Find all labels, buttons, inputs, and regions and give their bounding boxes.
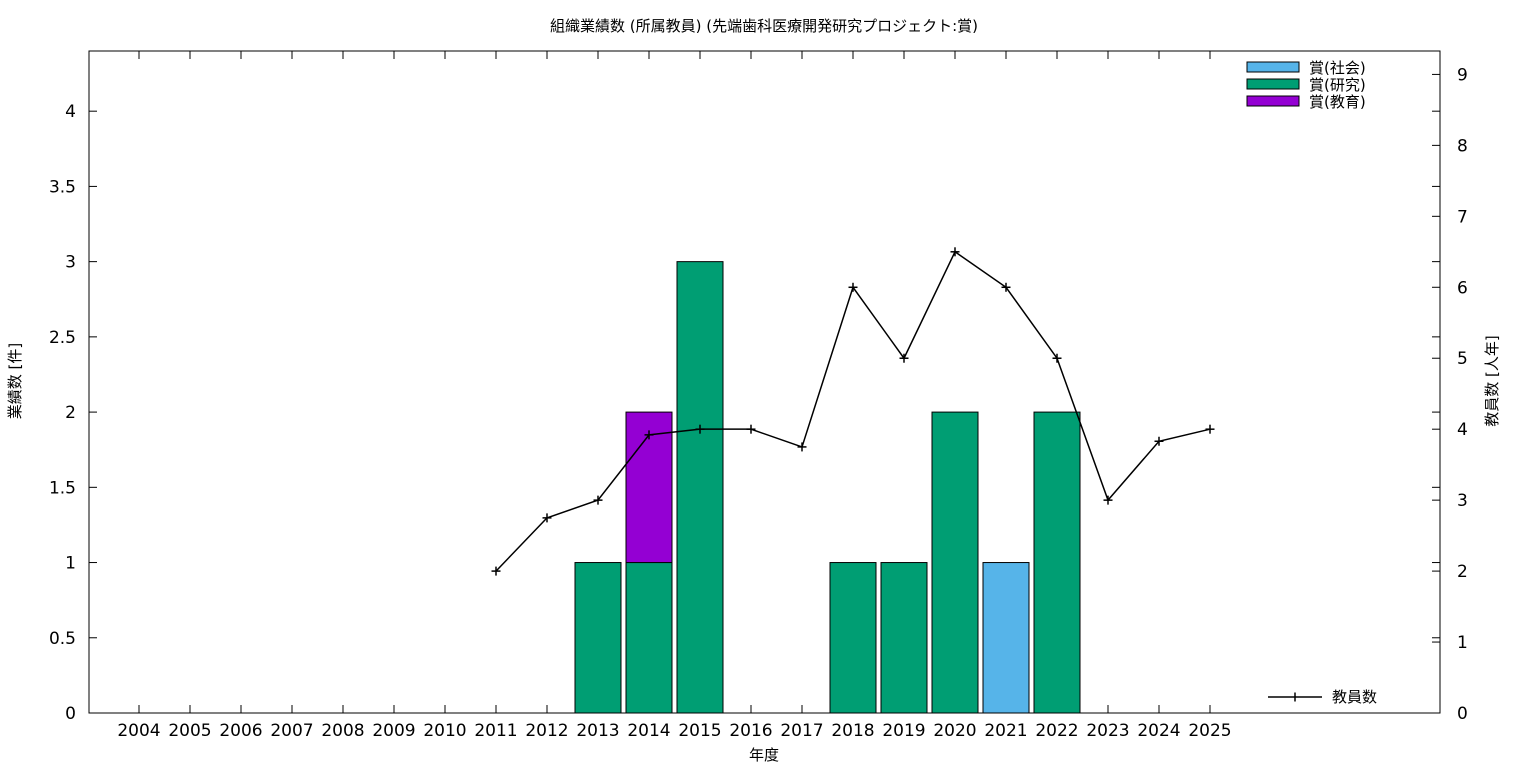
legend-swatch xyxy=(1246,95,1300,107)
legend-swatch xyxy=(1246,78,1300,90)
y-tick-label: 3 xyxy=(65,253,76,273)
legend-label: 賞(研究) xyxy=(1309,76,1366,94)
y2-tick-label: 2 xyxy=(1457,562,1468,582)
y2-tick-label: 6 xyxy=(1457,278,1468,298)
y2-tick-label: 9 xyxy=(1457,65,1468,85)
x-tick-label: 2016 xyxy=(729,721,772,741)
x-tick-label: 2019 xyxy=(882,721,925,741)
line-point xyxy=(1205,424,1215,434)
y-axis-label: 業績数 [件] xyxy=(6,343,24,419)
line-point xyxy=(950,247,960,257)
y-tick-label: 1.5 xyxy=(49,478,76,498)
x-tick-label: 2014 xyxy=(627,721,670,741)
y2-tick-label: 5 xyxy=(1457,349,1468,369)
y-tick-label: 1 xyxy=(65,554,76,574)
legend-line-label: 教員数 xyxy=(1332,688,1377,706)
legend-label: 賞(教育) xyxy=(1309,93,1366,111)
plot-frame xyxy=(88,50,1441,714)
line-point xyxy=(1052,353,1062,363)
bar-segment xyxy=(982,562,1030,714)
line-point xyxy=(848,282,858,292)
legend-label: 賞(社会) xyxy=(1309,59,1366,77)
x-tick-label: 2011 xyxy=(474,721,517,741)
bar-segment xyxy=(880,562,928,714)
x-tick-label: 2022 xyxy=(1035,721,1078,741)
line-point xyxy=(1001,282,1011,292)
x-tick-label: 2008 xyxy=(321,721,364,741)
bar-segment xyxy=(1033,411,1081,714)
line-point xyxy=(542,513,552,523)
x-tick-label: 2020 xyxy=(933,721,976,741)
line-point xyxy=(1103,495,1113,505)
x-tick-label: 2006 xyxy=(219,721,262,741)
bar-segment xyxy=(625,562,673,714)
x-tick-label: 2024 xyxy=(1137,721,1180,741)
y-tick-label: 2 xyxy=(65,403,76,423)
y-tick-label: 0.5 xyxy=(49,629,76,649)
bar-segment xyxy=(574,562,622,714)
x-tick-label: 2009 xyxy=(372,721,415,741)
x-tick-label: 2015 xyxy=(678,721,721,741)
bar-segment xyxy=(676,261,724,714)
chart-title: 組織業績数 (所属教員) (先端歯科医療開発研究プロジェクト:賞) xyxy=(550,17,978,35)
line-point xyxy=(593,495,603,505)
y2-tick-label: 8 xyxy=(1457,136,1468,156)
line-point xyxy=(695,424,705,434)
y2-tick-label: 7 xyxy=(1457,207,1468,227)
line-point xyxy=(797,442,807,452)
line-point xyxy=(1154,436,1164,446)
x-tick-label: 2005 xyxy=(168,721,211,741)
y2-tick-label: 0 xyxy=(1457,704,1468,724)
x-tick-label: 2023 xyxy=(1086,721,1129,741)
y2-axis-label: 教員数 [人年] xyxy=(1483,335,1501,426)
y2-tick-label: 4 xyxy=(1457,420,1468,440)
x-tick-label: 2017 xyxy=(780,721,823,741)
x-tick-label: 2018 xyxy=(831,721,874,741)
line-point xyxy=(746,424,756,434)
y-tick-label: 3.5 xyxy=(49,177,76,197)
x-axis-label: 年度 xyxy=(749,746,779,764)
x-tick-label: 2025 xyxy=(1188,721,1231,741)
legend-swatch xyxy=(1246,61,1300,73)
y-tick-label: 4 xyxy=(65,102,76,122)
y2-tick-label: 1 xyxy=(1457,633,1468,653)
x-tick-label: 2021 xyxy=(984,721,1027,741)
x-tick-label: 2004 xyxy=(117,721,160,741)
bar-segment xyxy=(829,562,877,714)
x-tick-label: 2007 xyxy=(270,721,313,741)
y2-tick-label: 3 xyxy=(1457,491,1468,511)
bar-segment xyxy=(931,411,979,714)
y-tick-label: 0 xyxy=(65,704,76,724)
x-tick-label: 2010 xyxy=(423,721,466,741)
y-tick-label: 2.5 xyxy=(49,328,76,348)
line-point xyxy=(491,566,501,576)
line-series xyxy=(495,250,1211,572)
plot-layer: 0 0.5 1 1.5 2 2.5 3 3.5 4 0 1 2 3 4 5 6 7 8 9 2004 2005 2006 2… xyxy=(49,50,1468,741)
x-tick-label: 2012 xyxy=(525,721,568,741)
line-point xyxy=(899,353,909,363)
line-point xyxy=(644,430,654,440)
x-tick-label: 2013 xyxy=(576,721,619,741)
